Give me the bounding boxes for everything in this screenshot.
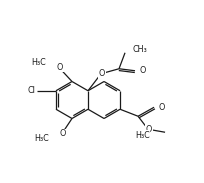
Text: O: O <box>146 125 152 134</box>
Text: CH₃: CH₃ <box>132 45 147 54</box>
Text: O: O <box>139 66 145 75</box>
Text: H₃C: H₃C <box>135 131 150 140</box>
Text: Cl: Cl <box>27 86 35 95</box>
Text: O: O <box>57 63 63 72</box>
Text: O: O <box>60 129 66 138</box>
Text: O: O <box>158 103 164 112</box>
Text: O: O <box>99 69 105 78</box>
Text: H₃C: H₃C <box>31 58 46 67</box>
Text: H₃C: H₃C <box>34 134 49 143</box>
